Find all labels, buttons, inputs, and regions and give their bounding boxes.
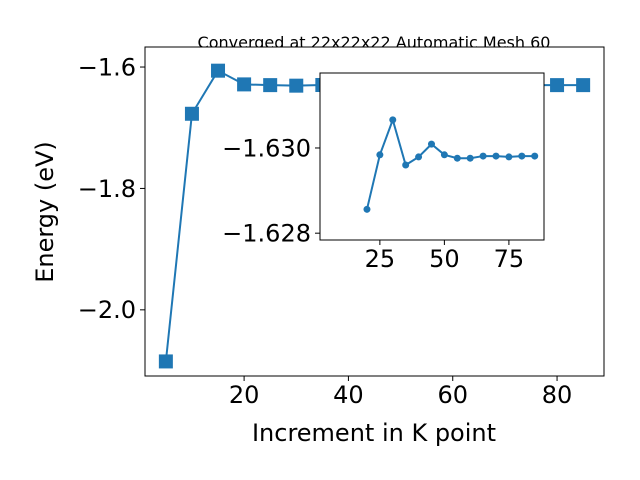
marker [211, 63, 226, 78]
y-tick-label: −1.630 [222, 134, 311, 162]
marker [466, 154, 474, 162]
y-tick-label: −1.6 [78, 53, 136, 81]
marker [440, 151, 448, 159]
y-tick-label: −1.8 [78, 175, 136, 203]
marker [576, 78, 591, 93]
marker [263, 78, 278, 93]
marker [237, 77, 252, 92]
x-tick-label: 40 [333, 381, 364, 409]
plot-area [363, 116, 539, 213]
y-tick-label: −1.628 [222, 220, 311, 248]
marker [453, 154, 461, 162]
marker [376, 151, 384, 159]
marker [518, 152, 526, 160]
x-tick-label: 80 [542, 381, 573, 409]
y-tick-label: −2.0 [78, 296, 136, 324]
marker [363, 205, 371, 213]
marker [389, 116, 397, 124]
marker [184, 106, 199, 121]
marker [550, 78, 565, 93]
x-tick-label: 60 [437, 381, 468, 409]
x-tick-label: 75 [494, 245, 525, 273]
marker [492, 152, 500, 160]
y-axis-label: Energy (eV) [31, 141, 59, 283]
marker [479, 152, 487, 160]
x-tick-label: 20 [229, 381, 260, 409]
x-axis-label: Increment in K point [252, 419, 496, 447]
marker [531, 152, 539, 160]
marker [289, 78, 304, 93]
axes-frame [144, 46, 605, 377]
marker [158, 354, 173, 369]
marker [427, 140, 435, 148]
marker [415, 153, 423, 161]
marker [402, 161, 410, 169]
x-tick-label: 50 [429, 245, 460, 273]
marker [505, 153, 513, 161]
x-tick-label: 25 [365, 245, 396, 273]
axes-frame [319, 72, 545, 241]
